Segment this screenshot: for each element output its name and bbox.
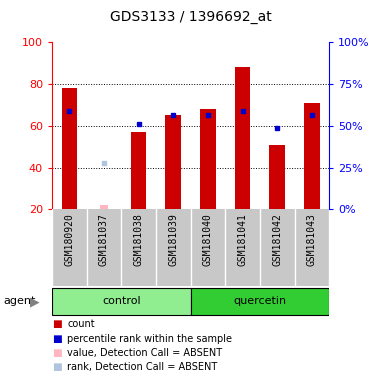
Text: ■: ■ [52,348,62,358]
Bar [131,132,146,209]
Text: GSM181041: GSM181041 [238,213,248,266]
Bar [304,103,320,209]
Text: GDS3133 / 1396692_at: GDS3133 / 1396692_at [110,10,271,23]
Text: value, Detection Call = ABSENT: value, Detection Call = ABSENT [67,348,223,358]
Text: ■: ■ [52,334,62,344]
Bar [166,115,181,209]
Text: GSM181038: GSM181038 [134,213,144,266]
Text: GSM181037: GSM181037 [99,213,109,266]
Text: GSM181040: GSM181040 [203,213,213,266]
Text: ▶: ▶ [30,295,39,308]
Text: ■: ■ [52,362,62,372]
Text: quercetin: quercetin [233,296,286,306]
Bar [270,144,285,209]
Text: GSM181043: GSM181043 [307,213,317,266]
Text: rank, Detection Call = ABSENT: rank, Detection Call = ABSENT [67,362,218,372]
Text: control: control [102,296,141,306]
Text: ■: ■ [52,319,62,329]
Text: GSM181039: GSM181039 [168,213,178,266]
Bar [52,288,191,315]
Text: GSM180920: GSM180920 [64,213,74,266]
Bar [235,67,250,209]
Text: agent: agent [4,296,36,306]
Bar [62,88,77,209]
Text: GSM181042: GSM181042 [272,213,282,266]
Bar [191,288,329,315]
Text: percentile rank within the sample: percentile rank within the sample [67,334,233,344]
Bar [100,205,108,209]
Bar [200,109,216,209]
Text: count: count [67,319,95,329]
